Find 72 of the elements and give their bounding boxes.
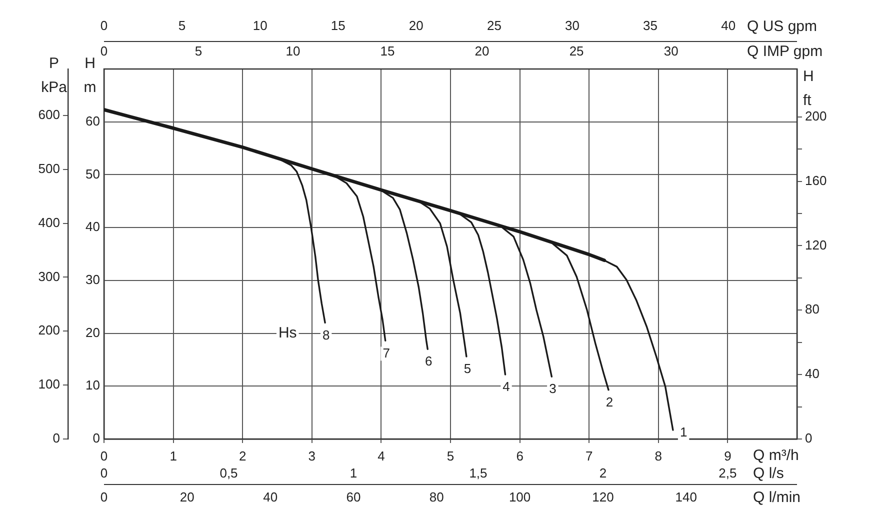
text: 100 [508,490,531,505]
series-label: 7 [382,345,390,360]
y3-tick-label: 600 [38,106,60,122]
text: 15 [380,44,395,59]
y-tick-label: 30 [86,272,100,288]
text: 80 [429,490,444,505]
y-tick-label: 60 [86,113,100,128]
y-axis-title: H m [84,55,96,96]
x2-tick-label: 20 [408,18,424,33]
x2-tick-label: 15 [330,18,346,33]
text: 2,5 [718,466,737,481]
text: 25 [569,44,584,59]
y3-tick-label: 300 [38,268,60,284]
x-tick-label: 2 [238,448,246,464]
y3-tick-label: 0 [52,430,60,446]
y2-tick-label: 120 [805,237,827,252]
text: 30 [664,44,678,59]
x-tick-label: 1 [170,448,177,464]
series-label: 5 [464,361,472,376]
y-tick-label: 40 [86,219,100,234]
y3-tick-label: 200 [38,322,60,338]
x2-tick-label: 35 [643,18,658,33]
text: Q IMP gpm [747,43,823,60]
series-label: 1 [680,424,688,440]
x-tick-label: 4 [378,448,385,464]
series-label: 8 [322,327,330,342]
text: 120 [592,490,614,505]
text: 40 [263,490,278,505]
x2-tick-label: 25 [486,18,502,33]
text: 20 [180,490,194,505]
y2-tick-label: 40 [805,366,820,382]
text: 0,5 [220,466,238,481]
y2-tick-label: 80 [805,302,820,317]
text: 1,5 [469,466,488,481]
text: Q l/s [753,465,784,482]
text: 140 [675,490,697,505]
y3-tick-label: 500 [38,160,60,176]
text: 2 [599,466,607,481]
y3-tick-label: 100 [38,376,60,392]
series-label: 2 [606,394,614,410]
x-tick-label: 8 [654,448,662,464]
x2-tick-label: 5 [178,18,186,33]
x-tick-label: 6 [516,448,524,464]
text: 60 [346,490,361,505]
y2-tick-label: 200 [805,108,827,124]
y2-tick-label: 160 [805,172,827,188]
text: 5 [194,44,202,59]
y-tick-label: 20 [86,324,100,340]
x2-tick-label: 30 [565,18,580,33]
x2-tick-label: 10 [252,18,268,33]
x-axis-title: Q m³/h [753,447,799,464]
y-tick-label: 0 [92,430,100,446]
x2-tick-label: 40 [721,18,736,33]
x-tick-label: 3 [308,448,316,464]
text: 20 [474,44,490,59]
text: 10 [286,44,300,59]
series-label: 4 [502,379,510,394]
y3-tick-label: 400 [38,214,60,230]
x-tick-label: 7 [585,448,593,464]
y3-axis-title: P kPa [41,55,68,96]
text: 1 [350,466,358,481]
annotation: Hs [278,324,297,342]
y2-tick-label: 0 [805,430,812,446]
y-tick-label: 50 [86,166,100,182]
series-label: 3 [549,381,556,396]
series-label: 6 [425,354,432,369]
y2-axis-title: H ft [803,68,814,110]
x-tick-label: 5 [446,448,454,464]
y-tick-label: 10 [86,378,100,393]
x2-axis-title: Q US gpm [747,18,818,36]
text: Q l/min [753,489,801,506]
x-tick-label: 9 [724,448,732,464]
